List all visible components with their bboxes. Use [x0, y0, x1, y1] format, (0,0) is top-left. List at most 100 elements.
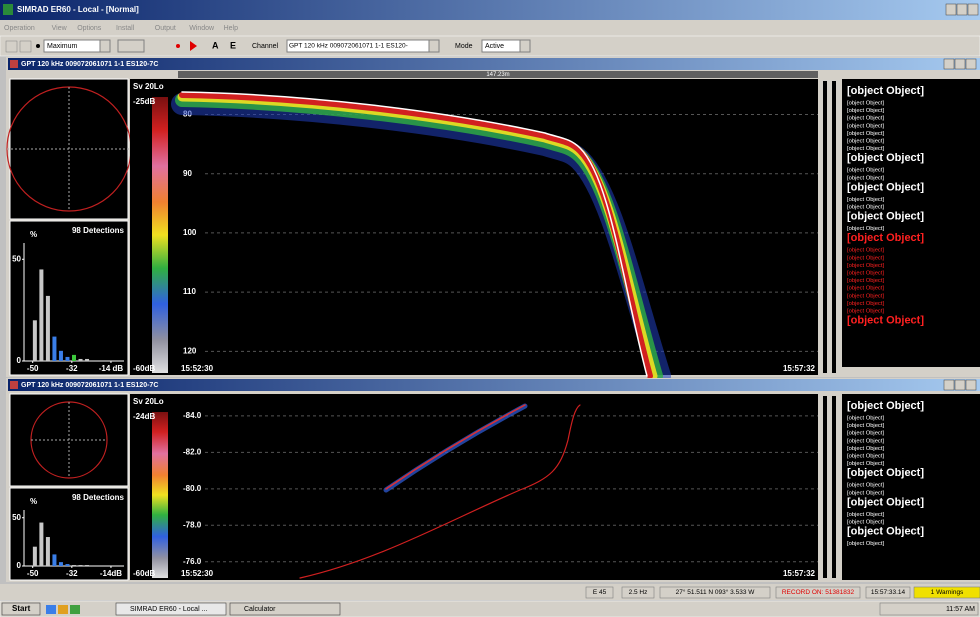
status-text: 1 Warnings	[931, 589, 964, 596]
histogram-bar	[79, 565, 83, 566]
histogram-bar	[52, 337, 56, 361]
dropdown-arrow[interactable]	[429, 40, 439, 52]
panel-control[interactable]	[966, 59, 976, 69]
histogram-bar	[39, 269, 43, 361]
detections: 98 Detections	[72, 493, 125, 502]
info-line: [object Object]	[847, 197, 884, 203]
clock: 11:57 AM	[946, 606, 975, 613]
maximize-button[interactable]	[957, 4, 967, 15]
info-line: [object Object]	[847, 101, 884, 107]
menu-item[interactable]: Output	[155, 25, 176, 32]
info-line: [object Object]	[847, 248, 884, 254]
page: { "window": {"title": "SIMRAD ER60 - Loc…	[0, 0, 980, 617]
histogram-unit: %	[30, 230, 37, 239]
histogram-bar	[85, 359, 89, 361]
quick-launch-icon[interactable]	[46, 605, 56, 614]
close-button[interactable]	[968, 4, 978, 15]
histogram-x-label: -32	[66, 569, 78, 578]
dropdown-arrow[interactable]	[520, 40, 530, 52]
info-line: [object Object]	[847, 123, 884, 129]
depth-label: 110	[183, 287, 196, 296]
info-line: [object Object]	[847, 263, 884, 269]
window-controls[interactable]	[946, 4, 978, 15]
separator-bar	[823, 396, 827, 578]
ping-mode: Maximum	[47, 43, 78, 50]
info-heading: [object Object]	[847, 232, 924, 244]
histogram-x-label: -50	[27, 364, 39, 373]
channel: GPT 120 kHz 009072061071 1-1 ES120-	[289, 43, 408, 50]
histogram-bar	[52, 554, 56, 566]
panel-control[interactable]	[944, 59, 954, 69]
color-scale-min: -60dB	[133, 364, 155, 373]
histogram-bar	[72, 355, 76, 361]
panel-control[interactable]	[944, 380, 954, 390]
record-dot	[36, 44, 40, 48]
depth-label: -80.0	[183, 484, 202, 493]
info-heading: [object Object]	[847, 152, 924, 164]
nav-button[interactable]	[6, 41, 17, 52]
menu-item[interactable]: Options	[77, 25, 102, 32]
histogram-y-label: 50	[12, 513, 21, 522]
info-heading: [object Object]	[847, 526, 924, 538]
panel-control[interactable]	[966, 380, 976, 390]
color-scale-title: Sv 20Lo	[133, 397, 164, 406]
panel-control[interactable]	[955, 59, 965, 69]
menu-item[interactable]: Operation	[4, 25, 35, 32]
time-end: 15:57:32	[783, 569, 816, 578]
red-dot	[176, 44, 180, 48]
menu-item[interactable]: Install	[116, 25, 135, 32]
interval-field[interactable]	[118, 40, 144, 52]
histogram-bar	[72, 565, 76, 566]
toolbar-button[interactable]: E	[230, 40, 236, 50]
info-line: [object Object]	[847, 271, 884, 277]
app-icon	[3, 4, 13, 15]
info-line: [object Object]	[847, 255, 884, 261]
info-line: [object Object]	[847, 301, 884, 307]
info-line: [object Object]	[847, 286, 884, 292]
separator-bar	[832, 81, 836, 373]
quick-launch-icon[interactable]	[70, 605, 80, 614]
toolbar-button[interactable]: A	[212, 40, 219, 50]
status-text: 2.5 Hz	[629, 589, 648, 596]
histogram-bar	[59, 351, 63, 361]
task-label: Calculator	[244, 606, 276, 613]
info-line: [object Object]	[847, 416, 884, 422]
info-line: [object Object]	[847, 131, 884, 137]
histogram-bar	[39, 523, 43, 566]
info-line: [object Object]	[847, 139, 884, 145]
window-title: SIMRAD ER60 - Local - [Normal]	[17, 5, 139, 14]
separator-bar	[823, 81, 827, 373]
info-heading: [object Object]	[847, 315, 924, 327]
histogram-box	[10, 221, 128, 375]
quick-launch-icon[interactable]	[58, 605, 68, 614]
info-line: [object Object]	[847, 483, 884, 489]
info-heading: [object Object]	[847, 181, 924, 193]
depth-label: -84.0	[183, 411, 202, 420]
histogram-bar	[33, 547, 37, 566]
histogram-unit: %	[30, 497, 37, 506]
color-scale-max: -24dB	[133, 412, 155, 421]
histogram-bar	[33, 320, 37, 361]
info-heading: [object Object]	[847, 496, 924, 508]
mode-label: Mode	[455, 43, 473, 50]
status-text: 27° 51.511 N 093° 3.533 W	[676, 588, 756, 596]
info-line: [object Object]	[847, 116, 884, 122]
info-heading: [object Object]	[847, 85, 924, 97]
histogram-y-label: 0	[17, 561, 22, 570]
minimize-button[interactable]	[946, 4, 956, 15]
menu-item[interactable]: Window	[189, 25, 215, 32]
nav-button[interactable]	[20, 41, 31, 52]
histogram-y-label: 50	[12, 254, 21, 263]
scrollbar[interactable]	[842, 367, 980, 375]
info-line: [object Object]	[847, 431, 884, 437]
histogram-x-label: -14 dB	[99, 364, 124, 373]
menu-item[interactable]: Help	[224, 25, 239, 32]
task-label: SIMRAD ER60 - Local ...	[130, 606, 207, 613]
panel-control[interactable]	[955, 380, 965, 390]
dropdown-arrow[interactable]	[100, 40, 110, 52]
depth-label: 120	[183, 346, 197, 355]
menu-item[interactable]: View	[52, 25, 68, 32]
color-scale-min: -60dB	[133, 569, 155, 578]
separator	[818, 394, 842, 580]
separator	[818, 79, 842, 375]
